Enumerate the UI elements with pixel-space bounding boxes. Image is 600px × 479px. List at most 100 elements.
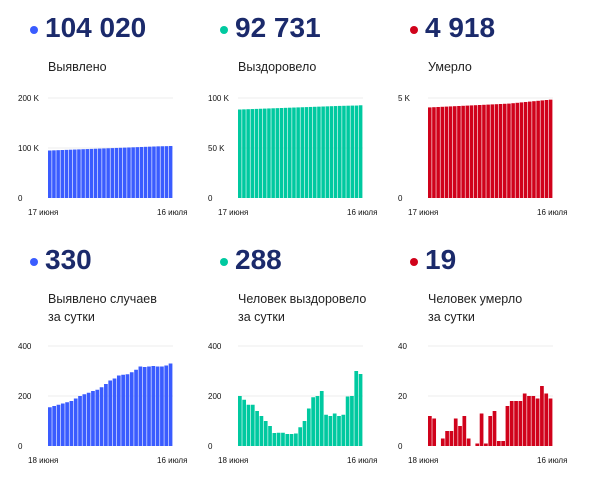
stat-header: 104 020	[17, 10, 207, 50]
stat-label-line: Выявлено	[48, 60, 107, 74]
stat-value: 330	[45, 244, 92, 275]
stat-label: Человек умерло за сутки	[428, 290, 522, 326]
series-dot-icon	[410, 26, 418, 34]
stat-label-line: Человек умерло	[428, 292, 523, 306]
bar	[238, 109, 242, 198]
bar	[462, 416, 467, 446]
bar	[540, 100, 545, 198]
bar	[148, 146, 152, 198]
bar-chart: 0 50 K 100 K 17 июня 16 июля	[208, 94, 377, 217]
bar	[134, 369, 138, 446]
y-tick-label: 200	[18, 392, 32, 401]
bar	[319, 391, 324, 446]
bar	[523, 102, 528, 198]
bar	[528, 101, 532, 198]
bar	[131, 147, 135, 198]
bar	[160, 366, 164, 446]
bar	[116, 375, 121, 446]
bar	[311, 397, 315, 446]
bar	[478, 105, 482, 198]
bar	[121, 374, 125, 446]
bar	[129, 372, 134, 446]
y-tick-label: 20	[398, 392, 407, 401]
bar	[354, 105, 359, 198]
bar	[275, 108, 280, 198]
bar	[60, 403, 65, 446]
bar-chart: 0 100 K 200 K 17 июня 16 июля	[18, 94, 187, 217]
series-dot-icon	[410, 258, 418, 266]
bar	[306, 408, 311, 446]
bar	[337, 416, 341, 446]
bar	[151, 366, 156, 446]
bar	[350, 105, 355, 198]
y-tick-label: 50 K	[208, 144, 225, 153]
bar	[64, 149, 69, 198]
bar	[466, 438, 471, 446]
bar	[509, 401, 514, 446]
bar	[152, 146, 156, 198]
bar	[160, 146, 165, 198]
bar	[479, 413, 484, 446]
bar	[498, 104, 503, 198]
bar	[238, 396, 242, 446]
bar	[281, 432, 285, 446]
bar	[350, 396, 354, 446]
stat-label: Умерло	[428, 58, 472, 76]
bar	[125, 374, 130, 446]
bar	[315, 396, 320, 446]
bar	[345, 396, 350, 446]
bar	[267, 108, 271, 198]
bar	[531, 396, 536, 446]
bar	[142, 367, 147, 446]
bar	[342, 105, 346, 198]
stat-label: Выявлено случаев за сутки	[48, 290, 157, 326]
bar	[263, 108, 267, 198]
bar	[358, 105, 363, 198]
bar	[432, 418, 437, 446]
x-tick-label: 16 июля	[347, 208, 377, 217]
bar	[341, 414, 346, 446]
bar	[492, 411, 497, 446]
bar-chart: 0 200 400 18 июня 16 июля	[208, 342, 377, 465]
bar	[89, 148, 94, 198]
bar	[494, 104, 499, 198]
bar	[56, 404, 61, 446]
bar	[78, 396, 82, 446]
bar	[354, 371, 359, 446]
bar	[328, 416, 333, 446]
bar	[259, 416, 264, 446]
y-tick-label: 400	[18, 342, 32, 351]
bar	[143, 146, 148, 198]
bar	[432, 107, 436, 198]
x-tick-label: 17 июня	[218, 208, 248, 217]
bar	[488, 416, 493, 446]
bar	[52, 150, 56, 198]
bar	[313, 106, 317, 198]
bar	[164, 146, 169, 198]
series-dot-icon	[220, 258, 228, 266]
bar-chart: 0 5 K 17 июня 16 июля	[398, 94, 567, 217]
y-tick-label: 40	[398, 342, 407, 351]
bar	[346, 105, 350, 198]
bar-chart: 0 20 40 18 июня 16 июля	[398, 342, 567, 465]
stat-card: 104 020 Выявлено 0 100 K 200 K 17 июня 16 июл…	[17, 10, 207, 217]
bar	[48, 407, 52, 446]
bar	[268, 426, 272, 446]
bar	[440, 438, 445, 446]
bar	[532, 101, 536, 198]
bar	[358, 374, 363, 446]
bar	[272, 433, 277, 446]
bar	[271, 108, 275, 198]
bar	[490, 104, 495, 198]
bar	[296, 107, 300, 198]
bar	[473, 105, 478, 198]
stat-value: 19	[425, 244, 457, 275]
bar	[118, 147, 123, 198]
x-tick-label: 16 июля	[347, 456, 377, 465]
x-tick-label: 18 июня	[218, 456, 248, 465]
bar	[458, 426, 462, 446]
bar	[263, 421, 268, 446]
bar	[135, 147, 140, 198]
y-tick-label: 200 K	[18, 94, 40, 103]
bar	[255, 411, 259, 446]
